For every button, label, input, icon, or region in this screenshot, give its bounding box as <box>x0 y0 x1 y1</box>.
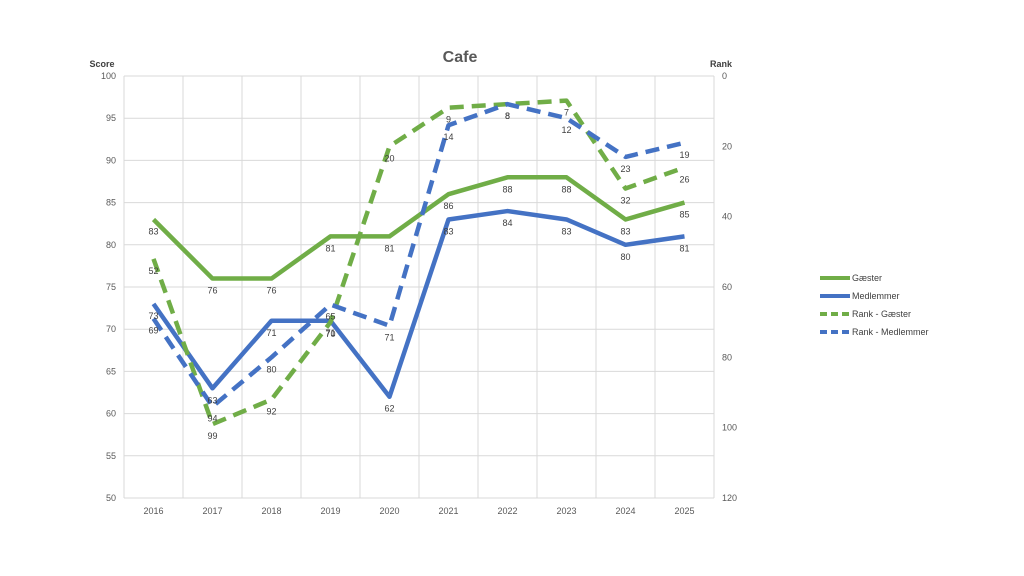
y2-tick-label: 20 <box>722 141 732 151</box>
x-tick-label: 2017 <box>202 506 222 516</box>
data-label: 81 <box>325 243 335 253</box>
legend-label: Medlemmer <box>852 291 900 301</box>
y-tick-label: 90 <box>106 155 116 165</box>
data-label: 99 <box>207 431 217 441</box>
data-label: 23 <box>620 164 630 174</box>
y2-tick-label: 80 <box>722 352 732 362</box>
chart-title: Cafe <box>443 49 478 66</box>
data-label: 86 <box>443 201 453 211</box>
data-label: 88 <box>561 184 571 194</box>
data-label: 65 <box>325 312 335 322</box>
data-label: 81 <box>384 243 394 253</box>
y-tick-label: 100 <box>101 71 116 81</box>
x-tick-label: 2019 <box>320 506 340 516</box>
data-label: 83 <box>443 226 453 236</box>
y-tick-label: 60 <box>106 409 116 419</box>
data-label: 76 <box>207 286 217 296</box>
x-tick-label: 2016 <box>143 506 163 516</box>
data-label: 80 <box>620 252 630 262</box>
series-line <box>151 175 686 281</box>
gridlines <box>123 75 715 499</box>
data-label: 73 <box>148 311 158 321</box>
data-label: 26 <box>679 174 689 184</box>
data-label: 7 <box>564 108 569 118</box>
data-label: 62 <box>384 404 394 414</box>
series-line <box>151 101 686 409</box>
data-label: 92 <box>266 407 276 417</box>
series-line <box>151 98 686 427</box>
data-label: 8 <box>505 111 510 121</box>
y-tick-label: 95 <box>106 113 116 123</box>
data-label: 83 <box>620 226 630 236</box>
x-tick-label: 2020 <box>379 506 399 516</box>
y-tick-label: 75 <box>106 282 116 292</box>
data-label: 94 <box>207 414 217 424</box>
data-label: 85 <box>679 210 689 220</box>
y-tick-label: 50 <box>106 493 116 503</box>
y-tick-label: 70 <box>106 324 116 334</box>
x-tick-label: 2024 <box>615 506 635 516</box>
legend-label: Gæster <box>852 273 882 283</box>
data-label: 14 <box>443 132 453 142</box>
axis-ticks: 50 55 60 65 70 75 80 85 90 95 100 0 20 40 60 80 100 120 20… <box>101 71 737 516</box>
y-tick-label: 55 <box>106 451 116 461</box>
data-label: 71 <box>325 328 335 338</box>
data-label: 81 <box>679 243 689 253</box>
data-label: 71 <box>266 328 276 338</box>
data-label: 20 <box>384 153 394 163</box>
y-axis-title: Score <box>89 59 114 69</box>
legend-label: Rank - Medlemmer <box>852 327 929 337</box>
y2-tick-label: 0 <box>722 71 727 81</box>
data-label: 12 <box>561 125 571 135</box>
series-line <box>151 208 685 399</box>
data-label: 76 <box>266 286 276 296</box>
legend-label: Rank - Gæster <box>852 309 911 319</box>
x-tick-label: 2022 <box>497 506 517 516</box>
y2-tick-label: 100 <box>722 423 737 433</box>
y-tick-label: 80 <box>106 240 116 250</box>
data-label: 19 <box>679 150 689 160</box>
y-tick-label: 65 <box>106 366 116 376</box>
data-label: 88 <box>502 184 512 194</box>
data-label: 70 <box>325 329 335 339</box>
x-tick-label: 2025 <box>674 506 694 516</box>
data-label: 52 <box>148 266 158 276</box>
y2-tick-label: 40 <box>722 212 732 222</box>
y2-tick-label: 60 <box>722 282 732 292</box>
data-label: 69 <box>148 326 158 336</box>
y-tick-label: 85 <box>106 198 116 208</box>
data-label: 32 <box>620 196 630 206</box>
data-label: 9 <box>446 115 451 125</box>
x-tick-label: 2023 <box>556 506 576 516</box>
data-label: 63 <box>207 395 217 405</box>
x-tick-label: 2018 <box>261 506 281 516</box>
data-label: 71 <box>384 333 394 343</box>
data-label: 84 <box>502 218 512 228</box>
data-label: 83 <box>561 226 571 236</box>
y2-axis-title: Rank <box>710 59 733 69</box>
y2-tick-label: 120 <box>722 493 737 503</box>
data-label: 83 <box>148 226 158 236</box>
legend: Gæster Medlemmer Rank - Gæster Rank - Medle… <box>820 273 929 337</box>
x-tick-label: 2021 <box>438 506 458 516</box>
series-lines <box>151 98 686 427</box>
data-label: 8 <box>505 111 510 121</box>
data-label: 80 <box>266 364 276 374</box>
